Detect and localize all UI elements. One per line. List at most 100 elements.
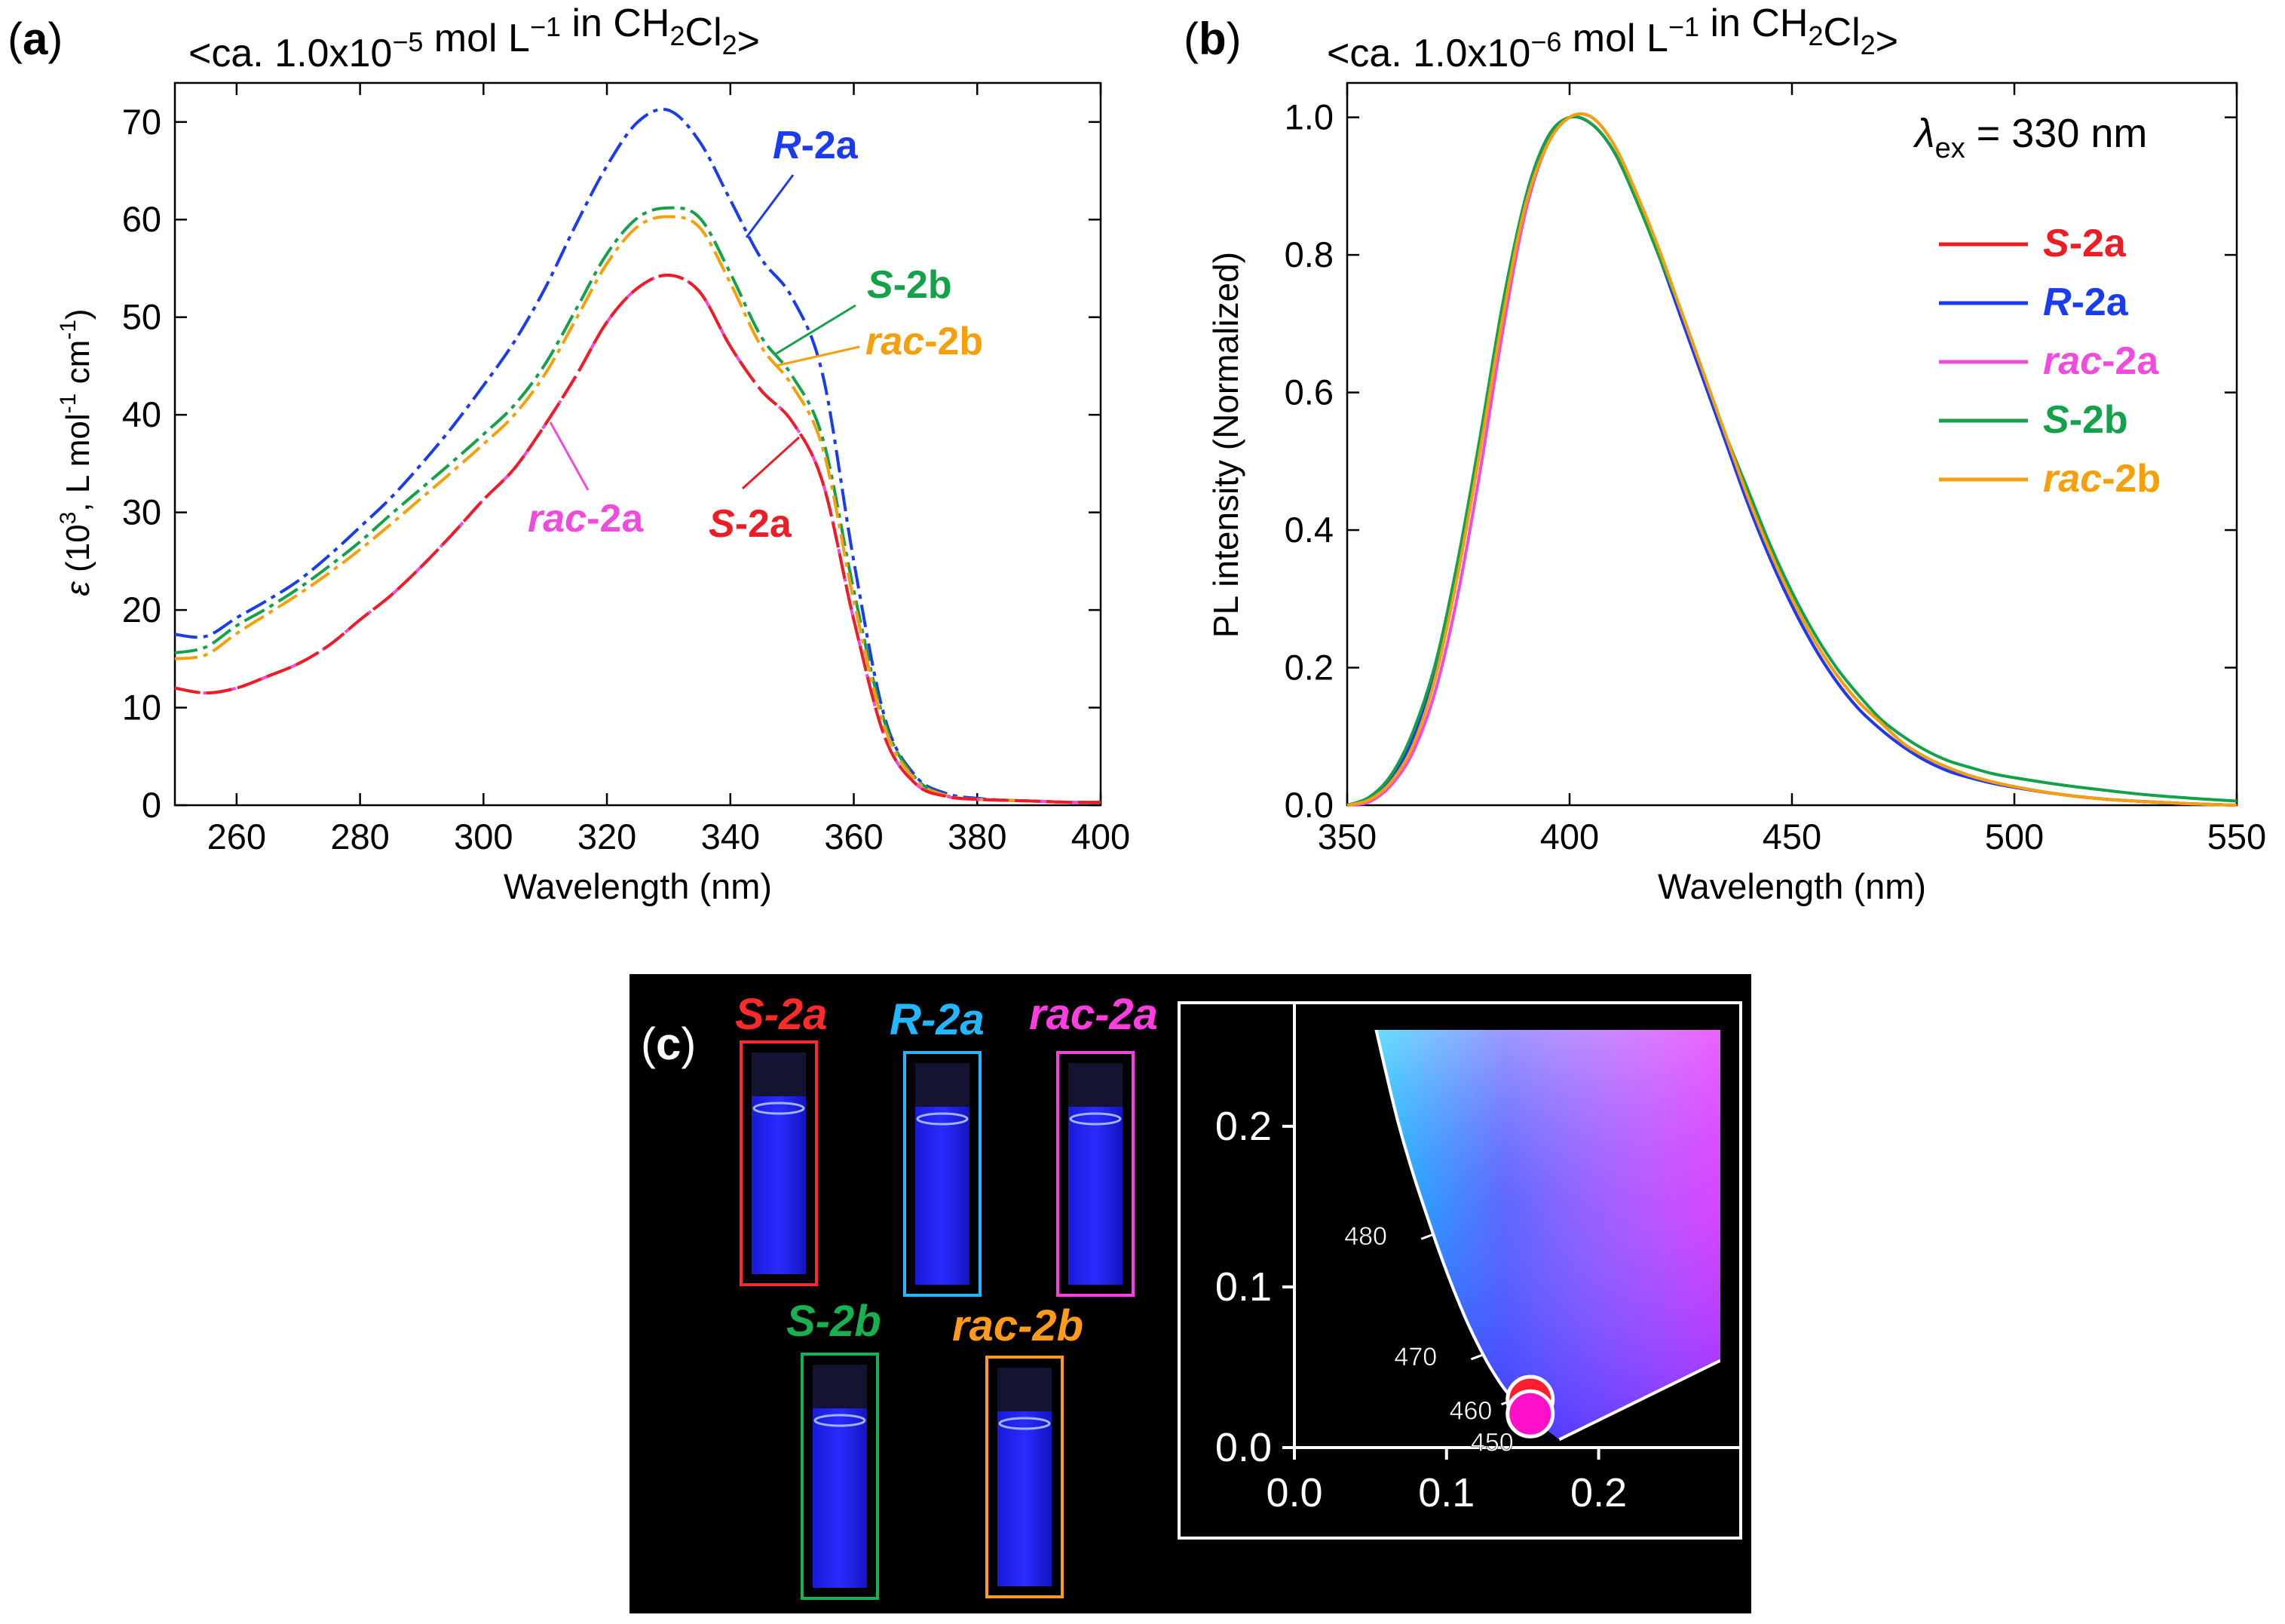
legend-prefix: rac [2043, 457, 2102, 501]
vial-frame-S2b [801, 1353, 879, 1600]
purple-line [1558, 1359, 1720, 1442]
ylabel-sup: -1 [56, 320, 81, 340]
x-tick-label: 320 [577, 817, 636, 856]
annotation-suffix: -2b [893, 263, 952, 307]
annotation-leader-rac2b [776, 345, 860, 367]
ylabel-text: ) [60, 308, 96, 320]
annotation-suffix: -2a [587, 497, 644, 541]
vial-label-R2a: R-2a [890, 995, 985, 1044]
annotation-label-R2a: R-2a [773, 124, 859, 167]
ylabel-sup: 3 [56, 512, 81, 525]
panel-a-title: <ca. 1.0x10−5 mol L−1 in CH2Cl2> [188, 2, 760, 75]
vial-label-S2b: S-2b [786, 1297, 881, 1346]
y-tick-label: 0.2 [1285, 648, 1334, 688]
vial-cap-S2a [752, 1053, 806, 1096]
vial-label-S2a: S-2a [735, 990, 828, 1039]
legend-label-R2a: R-2a [2043, 280, 2129, 324]
y-tick-label: 1.0 [1285, 97, 1334, 137]
x-tick-label: 280 [330, 817, 389, 856]
panel-b-axis-ticks: 350 400 450 500 550 0.0 0.2 0.4 0.6 0.8 1.0 [1285, 83, 2266, 856]
title-text: mol L [423, 17, 530, 60]
vial-label-rac2b: rac-2b [952, 1301, 1083, 1350]
panel-a: (a) <ca. 1.0x10−5 mol L−1 in CH2Cl2> 260… [8, 2, 1130, 906]
cie-y-tick-label: 0.0 [1215, 1425, 1272, 1470]
annotation-leader-S2b [774, 304, 856, 356]
cie-x-tick-label: 0.0 [1266, 1470, 1322, 1515]
panel-label-b: (b) [1184, 14, 1242, 64]
ylabel-text: cm [60, 340, 96, 394]
y-tick-label: 0 [142, 785, 161, 825]
cie-x-tick-label: 0.2 [1570, 1470, 1627, 1515]
title-subscript: 2 [722, 29, 737, 60]
vial-meniscus-rac2a [1069, 1112, 1122, 1126]
annotation-label-S2a: S-2a [709, 502, 792, 546]
legend-prefix: R [2043, 280, 2072, 324]
annotation-prefix: S [709, 502, 735, 546]
annotation-leader-R2a [745, 174, 795, 238]
series-line-rac-2b [174, 215, 1101, 804]
cie-gamut-group [1374, 1030, 1720, 1442]
panel-c: (c) S-2a R-2a rac-2a S-2b rac-2b 0.0 0.1 0.2 0.… [629, 974, 1751, 1613]
wavelength-label-480: 480 [1344, 1222, 1387, 1251]
annotation-leader-rac2a [549, 421, 590, 491]
title-subscript: 2 [1861, 29, 1876, 60]
excitation-symbol: λ [1913, 111, 1935, 156]
panel-label-a: (a) [8, 14, 63, 64]
cie-point-rac2a [1505, 1389, 1555, 1439]
x-tick-label: 260 [207, 817, 266, 856]
cie-y-tick-label: 0.1 [1215, 1264, 1272, 1310]
title-text: > [737, 20, 760, 63]
y-tick-label: 60 [122, 199, 161, 239]
vial-label-rac2a: rac-2a [1029, 990, 1158, 1039]
y-tick-label: 0.0 [1285, 785, 1334, 825]
x-tick-label: 380 [948, 817, 1006, 856]
x-tick-label: 500 [1985, 817, 2044, 856]
panel-b-x-axis-label: Wavelength (nm) [1658, 866, 1926, 906]
y-tick-label: 70 [122, 102, 161, 142]
vial-meniscus-R2a [916, 1112, 969, 1126]
panel-b-y-axis-label: PL intensity (Normalized) [1206, 252, 1245, 638]
cie-x-tick-label: 0.1 [1418, 1470, 1475, 1515]
title-text: in CH [1699, 2, 1808, 45]
excitation-subscript: ex [1935, 133, 1965, 164]
title-superscript: −6 [1530, 26, 1561, 57]
x-tick-label: 300 [454, 817, 513, 856]
wavelength-label-470: 470 [1394, 1343, 1437, 1371]
vial-meniscus-rac2b [998, 1417, 1051, 1430]
vial-cap-rac2a [1068, 1063, 1123, 1107]
y-tick-label: 40 [122, 394, 161, 434]
panel-b-title: <ca. 1.0x10−6 mol L−1 in CH2Cl2> [1327, 2, 1898, 75]
vial-frame-rac2b [985, 1356, 1064, 1598]
series-line-S-2a [174, 273, 1101, 804]
legend-prefix: S [2043, 222, 2069, 265]
panel-a-plot-frame [173, 81, 1102, 807]
y-tick-label: 20 [122, 590, 161, 630]
legend-suffix: -2a [2069, 222, 2127, 265]
ylabel-symbol: ε [60, 581, 96, 596]
annotation-prefix: rac [865, 320, 924, 363]
y-tick-label: 50 [122, 297, 161, 337]
vial-meniscus-S2a [752, 1102, 805, 1115]
annotation-prefix: S [867, 263, 893, 307]
title-text: <ca. 1.0x10 [1327, 32, 1530, 75]
legend-label-rac2a: rac-2a [2043, 339, 2159, 383]
x-tick-label: 360 [824, 817, 883, 856]
panel-label-c: (c) [641, 1019, 696, 1069]
y-tick-label: 30 [122, 492, 161, 532]
x-tick-label: 450 [1763, 817, 1821, 856]
vial-cap-rac2b [997, 1368, 1052, 1411]
x-tick-label: 400 [1071, 817, 1130, 856]
vial-frame-rac2a [1056, 1051, 1135, 1297]
legend-prefix: S [2043, 398, 2069, 442]
excitation-wavelength: λex = 330 nm [1913, 111, 2147, 164]
legend-label-S2b: S-2b [2043, 398, 2128, 442]
x-tick-label: 550 [2207, 817, 2266, 856]
annotation-label-rac2b: rac-2b [865, 320, 983, 363]
ylabel-text: (10 [60, 524, 96, 581]
annotation-label-S2b: S-2b [867, 263, 952, 307]
excitation-value: = 330 nm [1965, 111, 2148, 156]
annotation-prefix: R [773, 124, 801, 167]
panel-a-axis-ticks: 260 280 300 320 340 360 380 400 0 10 20 30 40 50 60 70 [122, 83, 1130, 856]
